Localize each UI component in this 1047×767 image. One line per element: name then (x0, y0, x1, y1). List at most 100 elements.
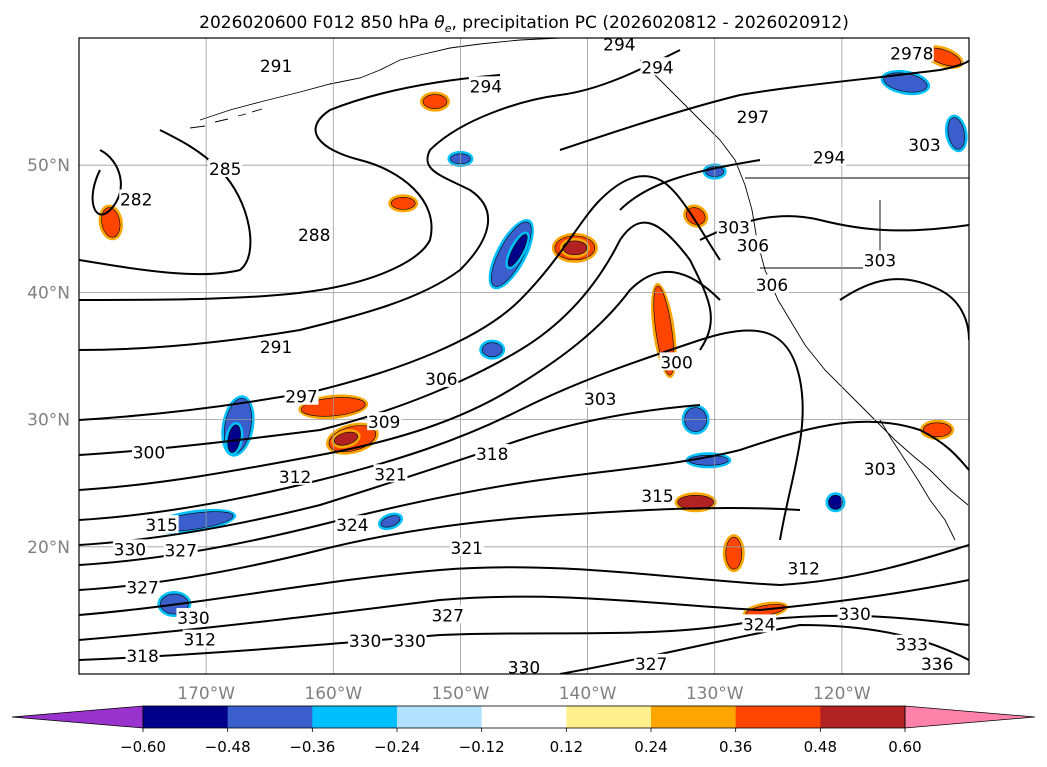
contour-label: 327 (164, 542, 196, 562)
contour-label-bg (602, 38, 637, 53)
contour-label-bg (208, 159, 243, 178)
contour-label-bg (812, 147, 847, 166)
longitude-label: 130°W (686, 684, 744, 704)
contour-label: 324 (743, 615, 775, 635)
contour-label-bg (348, 630, 383, 649)
contour-label: 297 (285, 388, 317, 408)
contour-label-bg (278, 466, 313, 485)
colorbar-tick-label: 0.36 (719, 738, 752, 756)
map-frame (78, 37, 970, 675)
contour-label: 330 (838, 605, 870, 625)
contour-line (79, 420, 969, 566)
contour-label-bg (634, 653, 669, 672)
contour-line (559, 59, 969, 151)
colorbar-frame (142, 705, 906, 729)
contour-line (91, 149, 122, 216)
contour-label: 315 (145, 516, 177, 536)
contour-label: 291 (260, 57, 292, 77)
contour-label: 327 (431, 606, 463, 626)
contour-label-bg (907, 134, 942, 153)
latitude-label: 50°N (27, 156, 70, 176)
contour-label-bg (119, 189, 154, 208)
contour-line (79, 175, 721, 421)
latitude-label: 40°N (27, 283, 70, 303)
contour-label-bg (424, 368, 459, 387)
contour-label-bg (742, 614, 777, 633)
contour-label: 327 (635, 655, 667, 675)
contour-label-bg (284, 386, 319, 405)
contour-label: 330 (349, 632, 381, 652)
precip-cell (947, 117, 965, 150)
contour-label-bg (182, 629, 217, 648)
contour-line (79, 49, 681, 351)
contour-label: 336 (921, 655, 953, 675)
contour-label: 306 (756, 276, 788, 296)
contour-label: 312 (184, 631, 216, 651)
colorbar-extend-min (11, 705, 144, 729)
contour-line (839, 278, 969, 341)
colorbar-segment (566, 706, 652, 728)
contour-label: 330 (393, 632, 425, 652)
contour-label-bg (716, 217, 751, 236)
contour-label: 312 (787, 559, 819, 579)
contour-line (79, 271, 721, 491)
precip-cell (685, 207, 706, 225)
contour-label: 306 (737, 236, 769, 256)
contour-label-bg (659, 352, 694, 371)
colorbar-segment (227, 706, 313, 728)
contour-label-bg (176, 608, 211, 627)
contour-line (79, 404, 701, 546)
contour-label-bg (144, 515, 179, 534)
contour-line (79, 506, 801, 591)
colorbar-segment (481, 706, 567, 728)
contour-label: 330 (508, 659, 540, 679)
contour-label: 306 (425, 370, 457, 390)
contour-label: 300 (133, 444, 165, 464)
contour-line (79, 544, 969, 616)
contour-label-bg (894, 634, 929, 653)
contour-label-bg (786, 558, 821, 577)
contour-label-bg (163, 540, 198, 559)
contour-label-bg (640, 57, 675, 76)
contour-label: 327 (126, 579, 158, 599)
contour-label-bg (889, 43, 934, 62)
contour-label: 324 (336, 516, 368, 536)
contour-label-bg (583, 389, 618, 408)
contour-label: 288 (298, 226, 330, 246)
colorbar-tick-label: 0.24 (634, 738, 667, 756)
contour-label-bg (449, 538, 484, 557)
colorbar-tick-label: 0.48 (804, 738, 837, 756)
colorbar-extend-max (904, 705, 1036, 729)
colorbar-tick-label: 0.60 (888, 738, 921, 756)
longitude-label: 160°W (304, 684, 362, 704)
contour-label-bg (863, 250, 897, 269)
colorbar-segment (651, 706, 737, 728)
contour-line (79, 579, 969, 641)
contour-line (79, 129, 252, 276)
contour-label: 312 (279, 468, 311, 488)
longitude-label: 170°W (177, 684, 235, 704)
precip-cell (380, 515, 401, 528)
contour-label: 333 (896, 636, 928, 656)
contour-label-bg (259, 337, 294, 356)
contour-label: 318 (126, 647, 158, 667)
contour-line (619, 159, 761, 211)
colorbar-tick-label: −0.36 (289, 738, 335, 756)
contour-label: 321 (451, 539, 483, 559)
contour-label: 309 (368, 413, 400, 433)
longitude-label: 120°W (813, 684, 871, 704)
precip-cell (390, 197, 416, 210)
contour-label-bg (735, 235, 770, 254)
contour-label: 303 (718, 219, 750, 239)
colorbar-tick-label: −0.24 (374, 738, 420, 756)
contour-label-bg (735, 106, 770, 125)
contour-label: 318 (476, 445, 508, 465)
contour-label-bg (837, 604, 872, 623)
contour-label-bg (373, 464, 408, 483)
contour-label-bg (392, 630, 427, 649)
contour-label: 291 (260, 338, 292, 358)
contour-label-bg (125, 577, 160, 596)
colorbar-tick-label: −0.60 (120, 738, 166, 756)
